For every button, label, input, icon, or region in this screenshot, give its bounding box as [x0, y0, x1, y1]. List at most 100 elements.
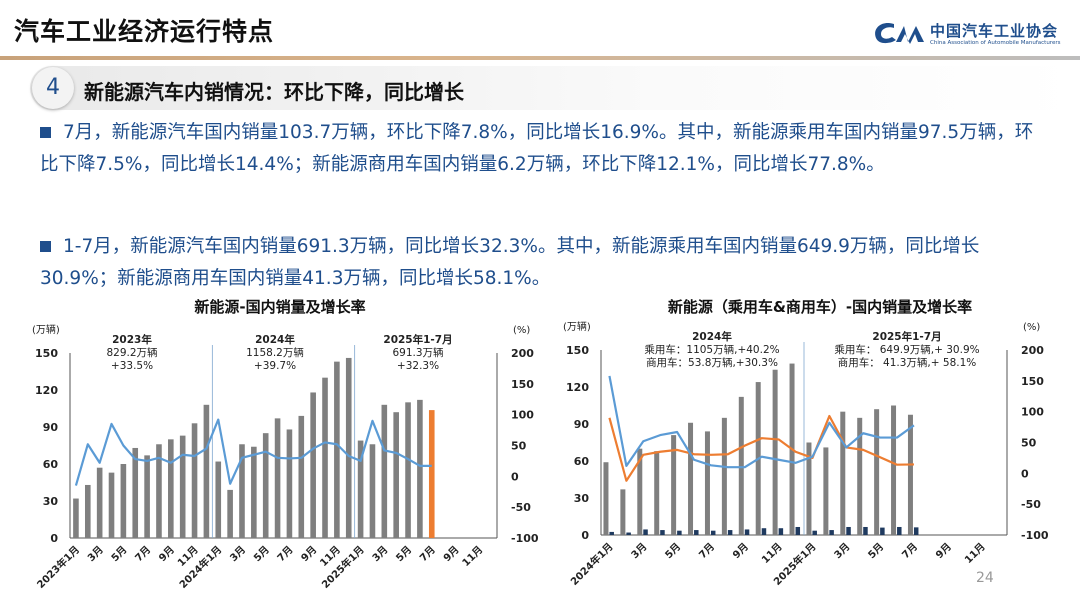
chart-annotation: 2025年1-7月 [383, 333, 452, 346]
chart-annotation: +33.5% [111, 360, 153, 372]
chart-annotation: +39.7% [254, 360, 296, 372]
bullet-text: 1-7月，新能源汽车国内销量691.3万辆，同比增长32.3%。其中，新能源乘用… [40, 236, 980, 289]
chart-annotation: 2025年1-7月 [872, 330, 941, 343]
bar-commercial [829, 530, 834, 535]
bar-passenger [721, 417, 727, 535]
section-title: 新能源汽车内销情况：环比下降，同比增长 [84, 80, 464, 104]
bar [334, 361, 340, 538]
x-tick-label: 3月 [370, 544, 390, 564]
bar-commercial [795, 526, 801, 535]
chart-annotation: 2024年 [692, 330, 732, 343]
bullet-item: 7月，新能源汽车国内销量103.7万辆，环比下降7.8%，同比增长16.9%。其… [40, 117, 1050, 181]
chart-annotation: 691.3万辆 [392, 346, 443, 359]
bar [168, 439, 174, 538]
x-tick-label: 3月 [228, 544, 248, 564]
bar-passenger [704, 431, 710, 535]
growth-line [608, 414, 914, 482]
x-tick-label: 7月 [697, 541, 717, 561]
x-tick-label: 3月 [85, 544, 105, 564]
bar-passenger [891, 405, 897, 535]
bar [251, 446, 257, 538]
bar-commercial [727, 530, 733, 535]
chart-annotation: +32.3% [397, 360, 439, 372]
x-tick-label: 11月 [962, 541, 987, 566]
bar-commercial [677, 530, 682, 535]
bar [191, 423, 198, 538]
chart-title: 新能源-国内销量及增长率 [194, 298, 366, 316]
x-tick-label: 5月 [251, 544, 271, 564]
chart-title: 新能源（乘用车&商用车）-国内销量及增长率 [667, 298, 973, 316]
bar-commercial [761, 528, 767, 535]
y-tick-label: 90 [574, 418, 590, 431]
bullet-square-icon [40, 126, 51, 138]
y2-tick-label: 0 [511, 470, 519, 483]
bar-passenger [772, 369, 778, 535]
y-tick-label: 0 [581, 529, 589, 542]
y-axis-unit: (万辆) [32, 323, 60, 336]
x-tick-label: 3月 [832, 541, 852, 561]
bar [345, 357, 352, 538]
bar-commercial [609, 531, 614, 535]
bar [239, 444, 245, 538]
section-number: 4 [32, 67, 74, 109]
y-tick-label: 150 [566, 344, 589, 357]
y-tick-label: 60 [574, 455, 590, 468]
chart-annotation: 2023年 [112, 333, 152, 346]
x-tick-label: 7月 [900, 541, 920, 561]
x-tick-label: 11月 [460, 544, 485, 569]
bar-commercial [660, 530, 665, 535]
chart-annotation: 829.2万辆 [106, 346, 157, 359]
bar-passenger [823, 447, 829, 535]
caam-logo-icon [875, 22, 924, 44]
bar-commercial [846, 526, 851, 535]
y2-tick-label: 50 [1021, 437, 1037, 450]
bar [96, 467, 103, 538]
y2-tick-label: 100 [511, 409, 534, 422]
bar [310, 392, 316, 538]
bar [132, 447, 139, 538]
bar [84, 484, 91, 538]
y2-tick-label: 200 [511, 347, 534, 360]
x-tick-label: 9月 [933, 541, 953, 561]
bar [227, 489, 233, 538]
y-tick-label: 90 [43, 421, 59, 434]
bar-commercial [643, 529, 648, 535]
bar [108, 472, 115, 538]
bar [322, 377, 328, 538]
y-tick-label: 120 [566, 381, 589, 394]
y-tick-label: 30 [574, 492, 590, 505]
header-divider [0, 56, 1080, 60]
x-tick-label: 2023年1月 [34, 543, 82, 591]
x-tick-label: 9月 [156, 544, 176, 564]
bar-passenger [688, 422, 694, 535]
x-tick-label: 3月 [629, 541, 649, 561]
bar-passenger [620, 489, 626, 535]
bar-passenger [840, 411, 846, 535]
y2-axis-unit: (%) [1023, 322, 1040, 333]
x-tick-label: 5月 [394, 544, 414, 564]
x-tick-label: 5月 [109, 544, 129, 564]
y2-axis-unit: (%) [513, 325, 530, 336]
bar-passenger [738, 396, 744, 535]
bar [286, 429, 293, 538]
y2-tick-label: -100 [1021, 529, 1049, 542]
x-tick-label: 9月 [299, 544, 319, 564]
bar-commercial [812, 530, 817, 535]
bar [156, 444, 162, 538]
growth-line [608, 375, 915, 469]
page-number: 24 [976, 570, 994, 586]
bar [369, 444, 376, 538]
x-tick-label: 2024年1月 [568, 540, 616, 588]
bar [203, 404, 210, 538]
chart-nev-passenger-commercial: 新能源（乘用车&商用车）-国内销量及增长率 0 30 60 90 120 150 -100 -… [560, 296, 1080, 600]
chart-annotation: 1158.2万辆 [246, 346, 304, 359]
y2-tick-label: -50 [511, 501, 531, 514]
bar-commercial [778, 528, 784, 535]
logo-text-cn: 中国汽车工业协会 [930, 22, 1059, 40]
bar [428, 410, 435, 538]
bar-commercial [897, 526, 902, 535]
section-banner [30, 66, 1080, 110]
y2-tick-label: -50 [1021, 498, 1041, 511]
bar [179, 435, 186, 538]
bar-commercial [744, 529, 750, 535]
